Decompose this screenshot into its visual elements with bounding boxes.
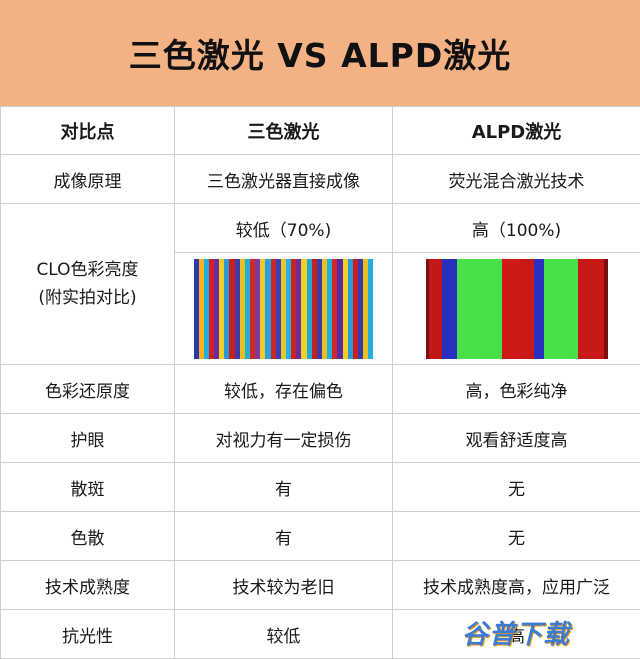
alpd-value: 荧光混合激光技术 bbox=[393, 155, 640, 204]
photo-stripe bbox=[521, 259, 534, 359]
row-label: 护眼 bbox=[1, 414, 175, 463]
photo-stripe bbox=[544, 259, 565, 359]
header-alpd-laser: ALPD激光 bbox=[393, 107, 640, 155]
row-label: 抗光性 bbox=[1, 610, 175, 659]
photo-stripe bbox=[429, 259, 442, 359]
photo-stripe bbox=[604, 259, 608, 359]
row-label: 色彩还原度 bbox=[1, 365, 175, 414]
alpd-laser-photo bbox=[426, 259, 608, 359]
header-rgb-laser: 三色激光 bbox=[175, 107, 393, 155]
rgb-value: 有 bbox=[175, 463, 393, 512]
photo-stripe bbox=[564, 259, 577, 359]
table-row: CLO色彩亮度 (附实拍对比) 较低（70%) 高（100%) bbox=[1, 204, 640, 253]
rgb-value: 有 bbox=[175, 512, 393, 561]
rgb-value: 较低，存在偏色 bbox=[175, 365, 393, 414]
row-label: CLO色彩亮度 (附实拍对比) bbox=[1, 204, 175, 365]
photo-stripe bbox=[478, 259, 502, 359]
alpd-photo-cell bbox=[393, 253, 640, 365]
alpd-value: 高（100%) bbox=[393, 204, 640, 253]
title-banner: 三色激光 VS ALPD激光 bbox=[0, 0, 640, 106]
row-label: 色散 bbox=[1, 512, 175, 561]
rgb-photo-cell bbox=[175, 253, 393, 365]
table-row: 色彩还原度 较低，存在偏色 高，色彩纯净 bbox=[1, 365, 640, 414]
alpd-value: 无 bbox=[393, 512, 640, 561]
comparison-table: 对比点 三色激光 ALPD激光 成像原理 三色激光器直接成像 荧光混合激光技术 … bbox=[0, 106, 640, 659]
alpd-value: 观看舒适度高 bbox=[393, 414, 640, 463]
alpd-value: 高，色彩纯净 bbox=[393, 365, 640, 414]
photo-stripe bbox=[593, 259, 604, 359]
page-title: 三色激光 VS ALPD激光 bbox=[129, 29, 511, 77]
table-row: 色散 有 无 bbox=[1, 512, 640, 561]
row-label: 散斑 bbox=[1, 463, 175, 512]
alpd-value: 无 bbox=[393, 463, 640, 512]
watermark-logo: 谷普下载 bbox=[462, 614, 570, 651]
header-compare-point: 对比点 bbox=[1, 107, 175, 155]
photo-stripe bbox=[502, 259, 521, 359]
rgb-value: 较低（70%) bbox=[175, 204, 393, 253]
rgb-value: 三色激光器直接成像 bbox=[175, 155, 393, 204]
rgb-value: 对视力有一定损伤 bbox=[175, 414, 393, 463]
rgb-laser-photo bbox=[194, 259, 374, 359]
alpd-value: 技术成熟度高，应用广泛 bbox=[393, 561, 640, 610]
rgb-value: 技术较为老旧 bbox=[175, 561, 393, 610]
photo-stripe bbox=[578, 259, 593, 359]
row-label: 成像原理 bbox=[1, 155, 175, 204]
photo-stripe bbox=[457, 259, 478, 359]
rgb-value: 较低 bbox=[175, 610, 393, 659]
table-row: 散斑 有 无 bbox=[1, 463, 640, 512]
photo-stripe bbox=[368, 259, 373, 359]
photo-stripe bbox=[534, 259, 543, 359]
table-row: 护眼 对视力有一定损伤 观看舒适度高 bbox=[1, 414, 640, 463]
table-row: 技术成熟度 技术较为老旧 技术成熟度高，应用广泛 bbox=[1, 561, 640, 610]
row-label: 技术成熟度 bbox=[1, 561, 175, 610]
table-row: 成像原理 三色激光器直接成像 荧光混合激光技术 bbox=[1, 155, 640, 204]
photo-stripe bbox=[442, 259, 457, 359]
table-header-row: 对比点 三色激光 ALPD激光 bbox=[1, 107, 640, 155]
